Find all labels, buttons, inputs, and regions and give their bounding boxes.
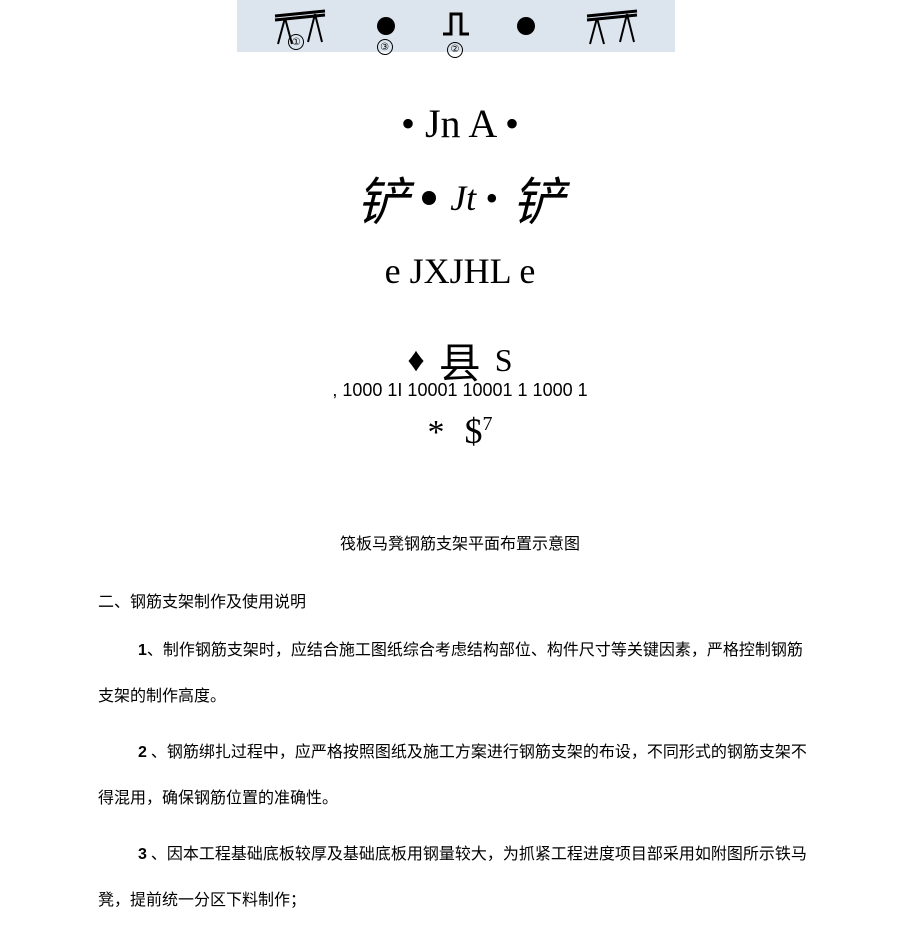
sawhorse-icon-2 <box>582 6 642 46</box>
chan-right: 铲 <box>512 160 564 235</box>
chan-left: 铲 <box>356 160 408 235</box>
decor-astdol: * $7 <box>0 410 920 452</box>
p1-text: 、制作钢筋支架时，应结合施工图纸综合考虑结构部位、构件尺寸等关键因素，严格控制钢… <box>98 642 803 705</box>
header-banner: ① ③ ② <box>237 0 675 52</box>
p2-text: 、钢筋绑扎过程中，应严格按照图纸及施工方案进行钢筋支架的布设，不同形式的钢筋支架… <box>98 744 807 807</box>
dollar: $ <box>465 411 483 451</box>
asterisk: * <box>428 414 445 452</box>
dot-icon-2 <box>517 17 535 35</box>
sawhorse-icon-1: ① <box>270 6 330 46</box>
decor-1000: , 1000 1I 10001 10001 1 1000 1 <box>0 380 920 401</box>
sup7: 7 <box>483 413 493 435</box>
dot-icon <box>377 17 395 35</box>
pulse-group: ② <box>441 9 471 44</box>
paragraph-3: 3 、因本工程基础底板较厚及基础底板用钢量较大，为抓紧工程进度项目部采用如附图所… <box>98 832 818 925</box>
p3-num: 3 <box>138 846 147 863</box>
p3-text: 、因本工程基础底板较厚及基础底板用钢量较大，为抓紧工程进度项目部采用如附图所示铁… <box>98 846 807 909</box>
dot-sep <box>422 191 436 205</box>
paragraph-1: 1、制作钢筋支架时，应结合施工图纸综合考虑结构部位、构件尺寸等关键因素，严格控制… <box>98 628 818 721</box>
dollar-group: $7 <box>465 410 493 452</box>
dot-group-1: ③ <box>377 17 395 35</box>
jt-text: Jt • <box>450 177 498 219</box>
section-heading: 二、钢筋支架制作及使用说明 <box>98 588 306 612</box>
paragraph-2: 2 、钢筋绑扎过程中，应严格按照图纸及施工方案进行钢筋支架的布设，不同形式的钢筋… <box>98 730 818 823</box>
decor-jna: • Jn A • <box>0 100 920 147</box>
p1-num: 1 <box>138 642 147 659</box>
decor-jxjhl: e JXJHL e <box>0 250 920 292</box>
decor-chan-line: 铲 Jt • 铲 <box>0 160 920 235</box>
circle-label-3: ③ <box>377 39 393 55</box>
circle-label-2: ② <box>447 42 463 58</box>
s-char: S <box>495 342 513 379</box>
pulse-icon <box>441 9 471 39</box>
circle-label-1: ① <box>288 34 304 50</box>
diamond-icon: ♦ <box>407 342 424 380</box>
p2-num: 2 <box>138 744 147 761</box>
figure-caption: 筏板马凳钢筋支架平面布置示意图 <box>0 530 920 554</box>
